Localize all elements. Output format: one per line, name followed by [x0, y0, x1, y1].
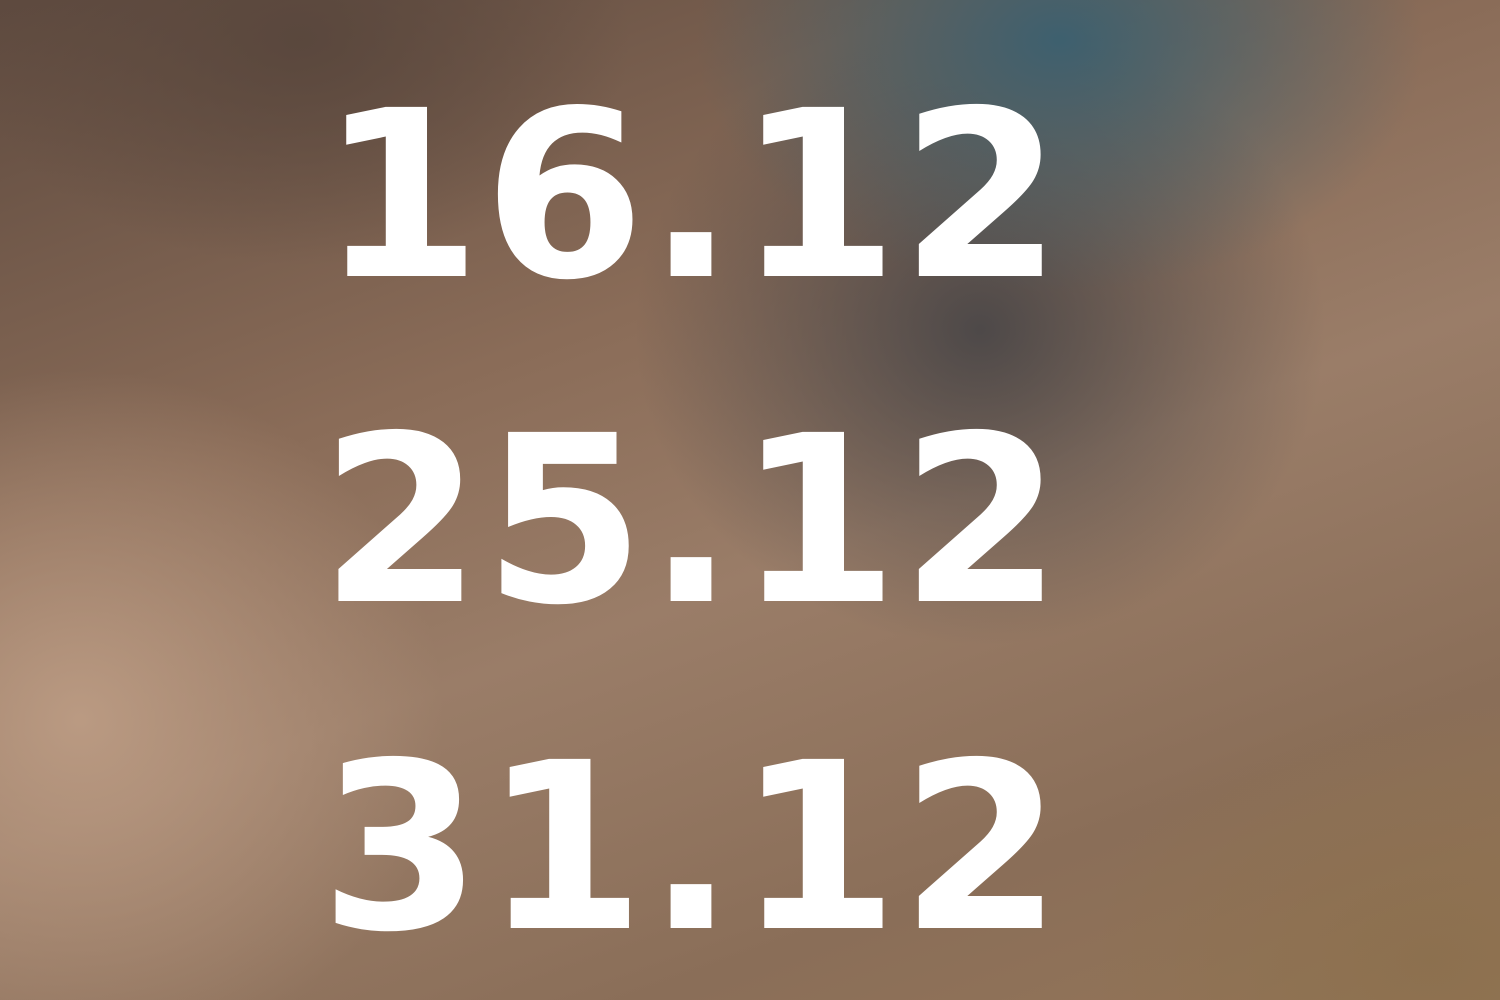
date-1: 16.12 [320, 61, 1064, 331]
date-3: 31.12 [320, 713, 1064, 983]
date-2: 25.12 [320, 386, 1064, 656]
